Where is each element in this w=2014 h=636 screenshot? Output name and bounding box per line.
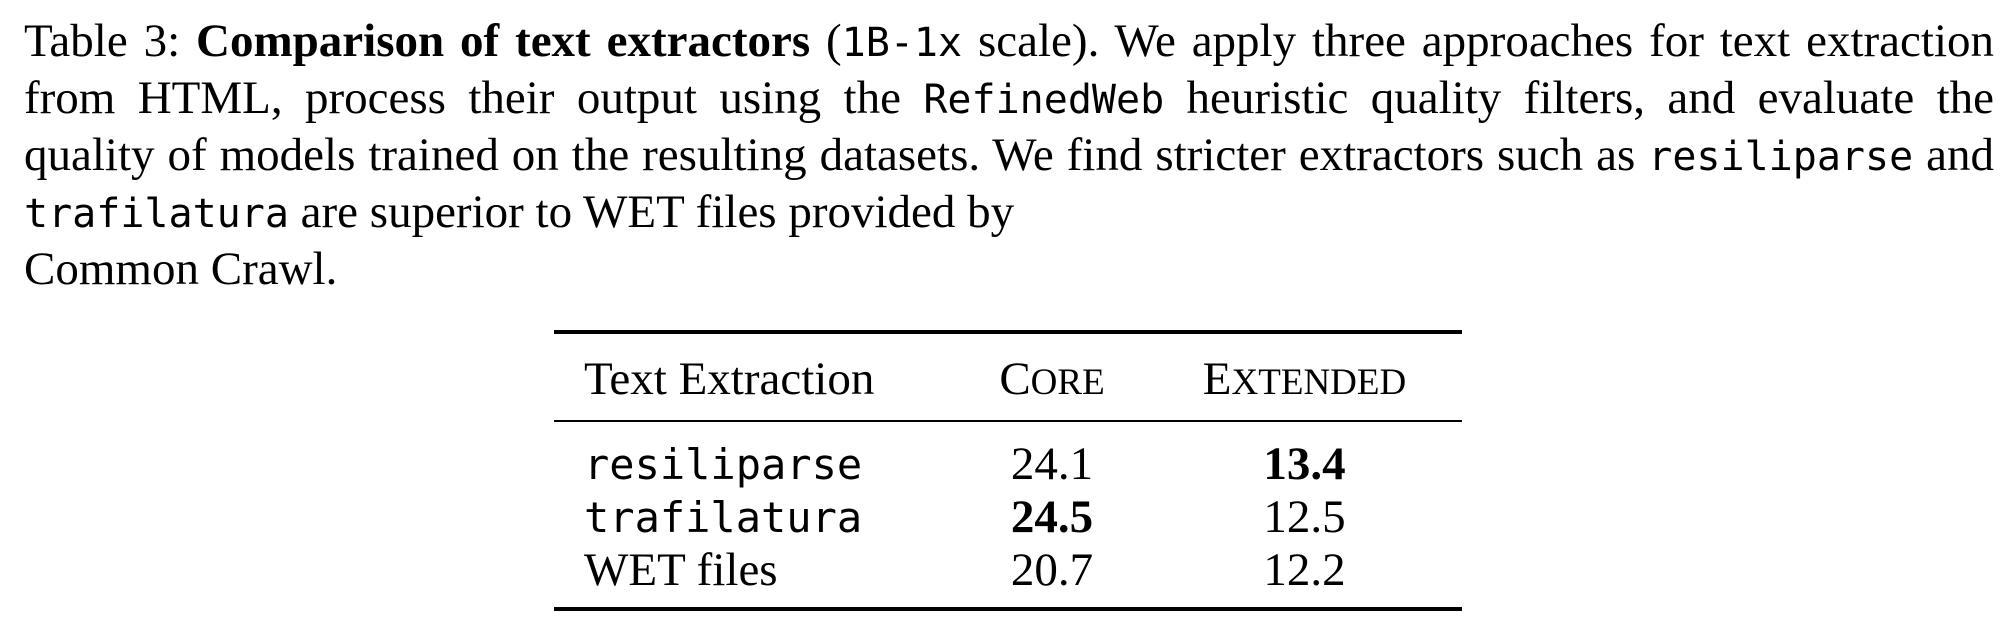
caption-body: Table 3: Comparison of text extractors (… — [24, 15, 1995, 238]
table-row: trafilatura 24.5 12.5 — [554, 491, 1462, 544]
row-method: trafilatura — [584, 493, 863, 542]
row-core-value: 20.7 — [1010, 544, 1094, 596]
table-row: resiliparse 24.1 13.4 — [554, 421, 1462, 491]
caption-title: Comparison of text extractors — [196, 15, 811, 67]
caption-scale-code: 1B-1x — [841, 20, 963, 66]
caption-last-line: Common Crawl. — [24, 243, 338, 295]
caption-text-3: are superior to WET files provided by — [300, 186, 1015, 238]
table-caption: Table 3: Comparison of text extractors (… — [24, 14, 1994, 297]
caption-text-and: and — [1926, 129, 1995, 181]
caption-text-2: heuristic quality filters, and evaluate … — [24, 72, 1995, 181]
caption-label: Table 3: — [24, 15, 181, 67]
row-extended-value: 12.2 — [1263, 544, 1346, 596]
header-core: CORE — [999, 353, 1105, 405]
row-core-value: 24.5 — [1010, 491, 1094, 543]
caption-text-1: scale). We apply three approaches for te… — [24, 15, 1995, 124]
row-extended-value: 13.4 — [1263, 438, 1346, 490]
header-text-extraction: Text Extraction — [584, 353, 875, 405]
row-method: WET files — [584, 544, 778, 596]
caption-trafilatura-code: trafilatura — [24, 191, 289, 237]
caption-resiliparse-code: resiliparse — [1648, 134, 1914, 180]
row-method: resiliparse — [584, 440, 863, 489]
row-core-value: 24.1 — [1010, 438, 1094, 490]
header-extended: EXTENDED — [1202, 353, 1407, 405]
row-extended-value: 12.5 — [1263, 491, 1346, 543]
caption-refinedweb-code: RefinedWeb — [923, 77, 1165, 123]
comparison-table-wrapper: Text Extraction CORE EXTENDED resilipars… — [554, 330, 1462, 611]
table-header-row: Text Extraction CORE EXTENDED — [554, 332, 1462, 421]
comparison-table: Text Extraction CORE EXTENDED resilipars… — [554, 330, 1462, 611]
table-row: WET files 20.7 12.2 — [554, 544, 1462, 609]
